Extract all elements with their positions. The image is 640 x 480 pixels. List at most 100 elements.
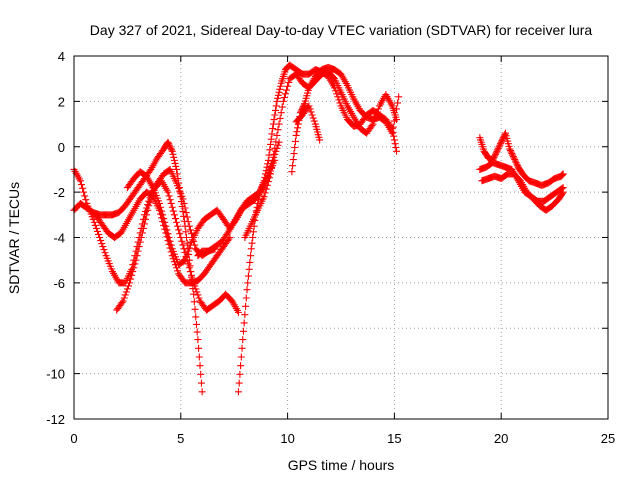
data-point <box>161 218 169 226</box>
data-point <box>174 267 182 275</box>
data-point <box>389 123 397 131</box>
data-point <box>121 291 129 299</box>
data-point <box>176 230 184 238</box>
data-point <box>179 241 187 249</box>
data-point <box>235 379 243 387</box>
data-point <box>93 227 101 235</box>
data-point <box>247 245 255 253</box>
data-point <box>276 85 284 93</box>
data-point <box>245 265 253 273</box>
data-point <box>289 156 297 164</box>
data-point <box>240 319 248 327</box>
data-point <box>193 328 201 336</box>
data-point <box>306 105 314 113</box>
data-point <box>195 353 203 361</box>
data-point <box>392 144 400 152</box>
data-point <box>191 282 199 290</box>
y-axis-title: SDTVAR / TECUs <box>6 182 22 294</box>
y-tick-label: -8 <box>53 321 65 336</box>
data-point <box>269 157 277 165</box>
data-point <box>147 196 155 204</box>
data-point <box>305 102 313 110</box>
data-point <box>128 271 136 279</box>
data-point <box>92 224 100 232</box>
data-point <box>164 138 172 146</box>
data-point <box>182 253 190 261</box>
data-point <box>123 285 131 293</box>
data-point <box>260 177 268 185</box>
data-point <box>254 196 262 204</box>
data-point <box>506 145 514 153</box>
data-point <box>179 195 187 203</box>
data-point <box>262 167 270 175</box>
y-tick-label: 4 <box>58 49 65 64</box>
data-point <box>374 105 382 113</box>
data-point <box>157 203 165 211</box>
data-point <box>388 129 396 137</box>
data-point <box>190 298 198 306</box>
data-point <box>332 87 340 95</box>
data-point <box>272 138 280 146</box>
data-point <box>180 199 188 207</box>
data-point <box>155 199 163 207</box>
data-point <box>169 150 177 158</box>
data-point <box>183 213 191 221</box>
data-point <box>274 91 282 99</box>
data-point <box>175 226 183 234</box>
data-point <box>310 117 318 125</box>
data-point <box>169 207 177 215</box>
data-point <box>164 188 172 196</box>
data-point <box>391 111 399 119</box>
data-point <box>197 379 205 387</box>
data-point <box>497 138 505 146</box>
data-point <box>242 302 250 310</box>
data-point <box>255 192 263 200</box>
data-point <box>393 147 401 155</box>
series-arc-4 <box>113 177 242 316</box>
data-point <box>271 144 279 152</box>
data-point <box>270 116 278 124</box>
data-point <box>185 222 193 230</box>
data-point <box>237 353 245 361</box>
data-point <box>187 230 195 238</box>
data-point <box>234 388 242 396</box>
data-point <box>194 291 202 299</box>
data-point <box>271 106 279 114</box>
data-point <box>173 165 181 173</box>
data-point <box>133 252 141 260</box>
data-point <box>178 237 186 245</box>
data-point <box>184 218 192 226</box>
data-point <box>124 282 132 290</box>
data-point <box>196 362 204 370</box>
data-point <box>395 93 403 101</box>
data-point <box>142 215 150 223</box>
data-point <box>192 285 200 293</box>
data-point <box>118 299 126 307</box>
data-point <box>299 103 307 111</box>
data-point <box>292 131 300 139</box>
data-point <box>101 249 109 257</box>
data-point <box>501 131 509 139</box>
data-point <box>281 90 289 98</box>
data-point <box>234 308 242 316</box>
data-point <box>166 237 174 245</box>
data-point <box>307 108 315 116</box>
data-point <box>491 152 499 160</box>
data-point <box>368 122 376 130</box>
data-point <box>193 288 201 296</box>
data-point <box>97 237 105 245</box>
data-point <box>391 140 399 148</box>
data-point <box>496 141 504 149</box>
data-point <box>173 218 181 226</box>
data-point <box>495 143 503 151</box>
x-tick-label: 25 <box>601 431 615 446</box>
data-point <box>120 294 128 302</box>
data-point <box>189 275 197 283</box>
data-point <box>96 234 104 241</box>
data-point <box>166 196 174 204</box>
data-point <box>119 297 127 305</box>
data-point <box>291 137 299 145</box>
data-point <box>275 88 283 96</box>
data-point <box>274 126 282 134</box>
